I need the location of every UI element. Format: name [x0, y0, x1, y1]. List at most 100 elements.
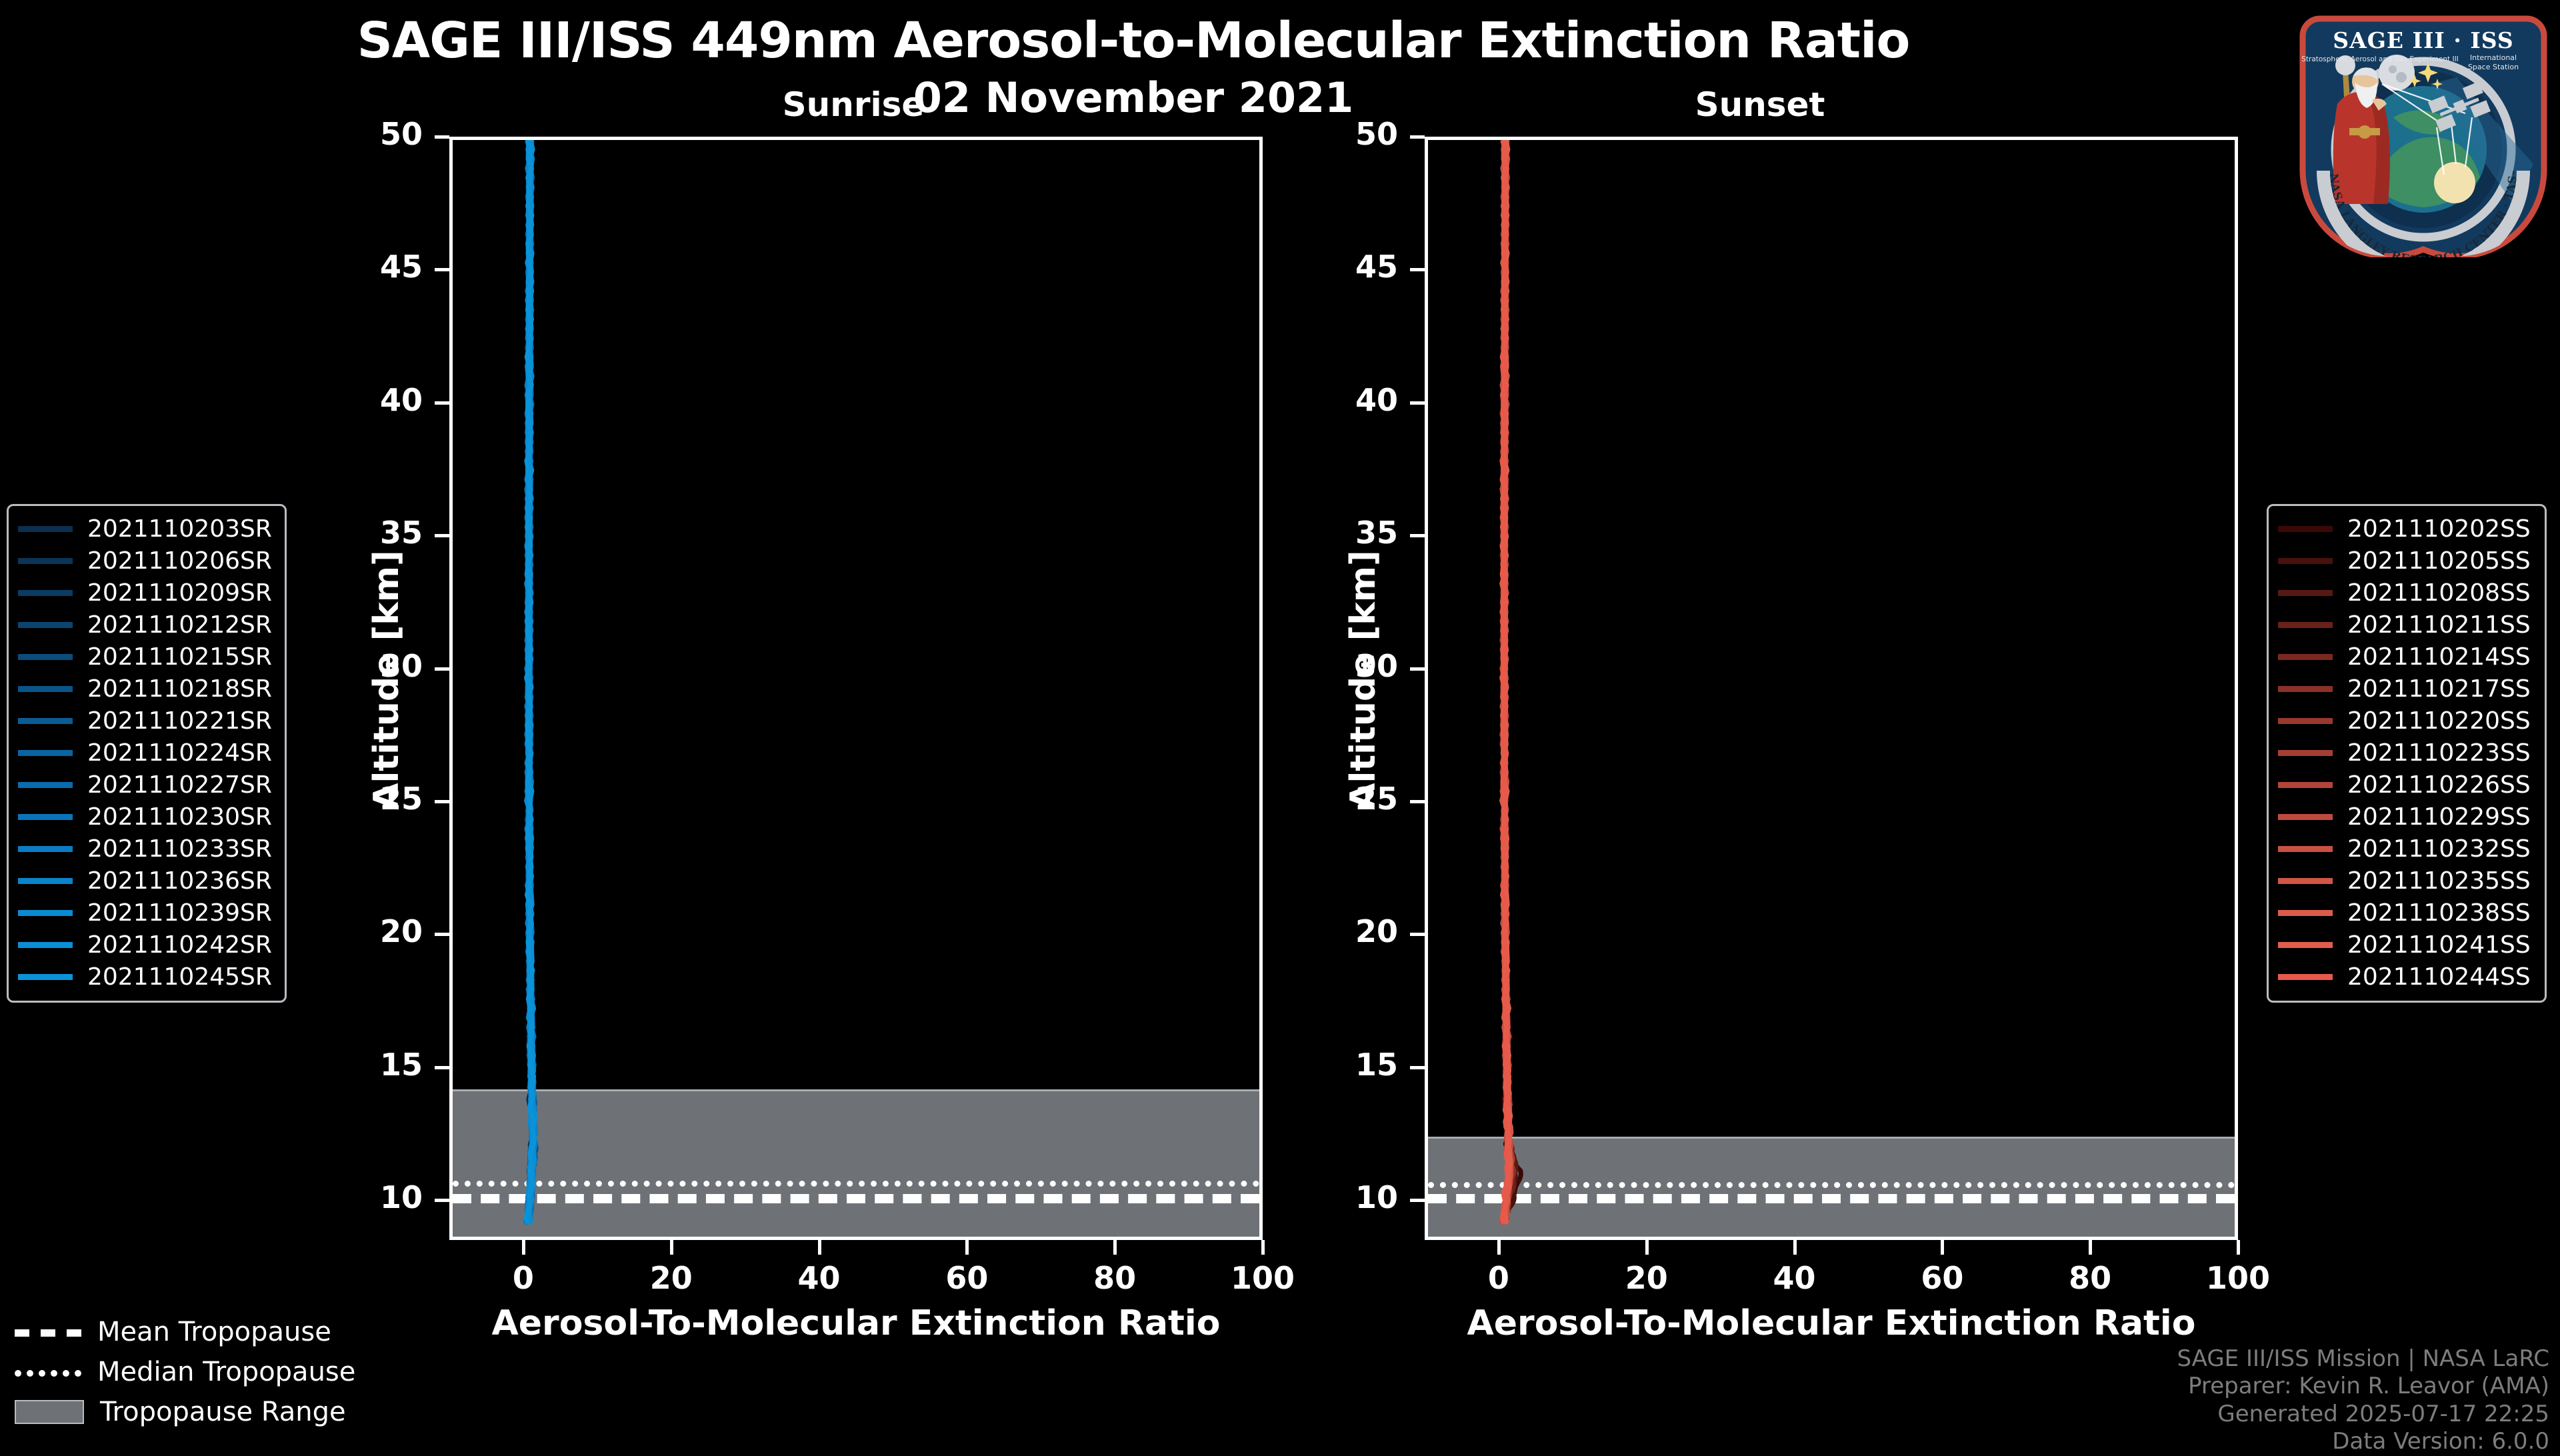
legend-item-2021110205SS[interactable]: 2021110205SS	[2278, 545, 2535, 577]
legend-item-2021110220SS[interactable]: 2021110220SS	[2278, 705, 2535, 737]
legend-color-swatch	[18, 973, 73, 980]
sunrise-event-legend[interactable]: 2021110203SR 2021110206SR 2021110209SR 2021…	[7, 504, 287, 1003]
legend-item-2021110208SS[interactable]: 2021110208SS	[2278, 577, 2535, 609]
legend-item-2021110236SR[interactable]: 2021110236SR	[18, 865, 275, 897]
legend-item-2021110229SS[interactable]: 2021110229SS	[2278, 801, 2535, 833]
legend-item-label: 2021110235SS	[2347, 867, 2531, 895]
sunset-plot-panel	[1425, 137, 2238, 1240]
legend-item-label: 2021110227SR	[87, 771, 272, 799]
patch-artwork	[2317, 55, 2533, 257]
y-axis-tick	[1410, 667, 1425, 671]
legend-item-2021110238SS[interactable]: 2021110238SS	[2278, 897, 2535, 929]
legend-color-swatch	[2278, 781, 2333, 788]
y-axis-tick-label: 50	[1355, 116, 1398, 152]
x-axis-tick-label: 0	[512, 1260, 534, 1296]
stars-icon	[2408, 63, 2443, 89]
legend-item-2021110227SR[interactable]: 2021110227SR	[18, 769, 275, 801]
legend-item-label: 2021110226SS	[2347, 771, 2531, 799]
sunrise-plot-panel	[449, 137, 1263, 1240]
legend-color-swatch	[18, 685, 73, 692]
legend-color-swatch	[2278, 749, 2333, 756]
legend-color-swatch	[18, 813, 73, 820]
legend-item-2021110242SR[interactable]: 2021110242SR	[18, 929, 275, 961]
legend-item-2021110206SR[interactable]: 2021110206SR	[18, 545, 275, 577]
legend-item-2021110212SR[interactable]: 2021110212SR	[18, 609, 275, 641]
y-axis-tick	[435, 268, 449, 272]
legend-item-2021110239SR[interactable]: 2021110239SR	[18, 897, 275, 929]
legend-item-label: 2021110221SR	[87, 707, 272, 735]
legend-item-2021110226SS[interactable]: 2021110226SS	[2278, 769, 2535, 801]
legend-item-2021110223SS[interactable]: 2021110223SS	[2278, 737, 2535, 769]
sunrise-median-tropopause-line	[453, 1181, 1259, 1187]
legend-label-mean-tropopause: Mean Tropopause	[97, 1317, 331, 1347]
legend-item-2021110214SS[interactable]: 2021110214SS	[2278, 641, 2535, 673]
legend-item-2021110230SR[interactable]: 2021110230SR	[18, 801, 275, 833]
iss-icon	[2427, 81, 2491, 132]
patch-title: SAGE III · ISS	[2333, 27, 2513, 53]
y-axis-tick	[435, 534, 449, 538]
legend-item-2021110215SR[interactable]: 2021110215SR	[18, 641, 275, 673]
legend-item-2021110241SS[interactable]: 2021110241SS	[2278, 929, 2535, 961]
legend-item-2021110218SR[interactable]: 2021110218SR	[18, 673, 275, 705]
y-axis-tick-label: 15	[1355, 1046, 1398, 1083]
dashed-line-icon	[15, 1323, 81, 1341]
sunset-event-legend[interactable]: 2021110202SS 2021110205SS 2021110208SS 2021…	[2267, 504, 2547, 1003]
y-axis-tick-label: 35	[379, 515, 423, 551]
y-axis-tick-label: 30	[1355, 647, 1398, 684]
legend-item-2021110211SS[interactable]: 2021110211SS	[2278, 609, 2535, 641]
tropopause-legend: Mean Tropopause Median Tropopause Tropop…	[15, 1312, 441, 1432]
x-axis-tick	[1261, 1240, 1265, 1255]
legend-item-label: 2021110224SR	[87, 739, 272, 767]
sunset-series-lines	[1499, 140, 1523, 1225]
y-axis-tick	[1410, 268, 1425, 272]
legend-item-2021110233SR[interactable]: 2021110233SR	[18, 833, 275, 865]
x-axis-tick	[1113, 1240, 1117, 1255]
legend-item-label: 2021110238SS	[2347, 899, 2531, 927]
x-axis-tick	[1645, 1240, 1649, 1255]
legend-item-label: 2021110220SS	[2347, 707, 2531, 735]
legend-color-swatch	[18, 941, 73, 948]
y-axis-tick-label: 45	[379, 249, 423, 285]
legend-item-2021110217SS[interactable]: 2021110217SS	[2278, 673, 2535, 705]
sunrise-y-axis-title: Altitude [km]	[367, 550, 407, 810]
legend-item-2021110221SR[interactable]: 2021110221SR	[18, 705, 275, 737]
y-axis-tick	[1410, 799, 1425, 803]
x-axis-tick-label: 20	[1625, 1260, 1668, 1296]
legend-color-swatch	[2278, 621, 2333, 628]
legend-color-swatch	[18, 845, 73, 852]
sunset-panel-title: Sunset	[1695, 85, 1825, 124]
legend-item-2021110209SR[interactable]: 2021110209SR	[18, 577, 275, 609]
legend-color-swatch	[18, 749, 73, 756]
sunrise-series-lines	[523, 140, 539, 1225]
x-axis-tick	[521, 1240, 525, 1255]
legend-item-2021110244SS[interactable]: 2021110244SS	[2278, 961, 2535, 993]
sage-figure-icon	[2333, 55, 2390, 204]
legend-item-2021110203SR[interactable]: 2021110203SR	[18, 513, 275, 545]
legend-item-label: 2021110223SS	[2347, 739, 2531, 767]
x-axis-tick-label: 20	[649, 1260, 693, 1296]
y-axis-tick-label: 25	[1355, 780, 1398, 817]
legend-item-2021110235SS[interactable]: 2021110235SS	[2278, 865, 2535, 897]
date-subtitle: 02 November 2021	[913, 73, 1354, 122]
x-axis-tick-label: 100	[1230, 1260, 1295, 1296]
y-axis-tick-label: 30	[379, 647, 423, 684]
legend-item-2021110224SR[interactable]: 2021110224SR	[18, 737, 275, 769]
legend-color-swatch	[2278, 877, 2333, 884]
legend-color-swatch	[18, 557, 73, 564]
legend-color-swatch	[2278, 973, 2333, 980]
x-axis-tick-label: 60	[1921, 1260, 1964, 1296]
legend-item-label: 2021110244SS	[2347, 963, 2531, 991]
legend-item-2021110245SR[interactable]: 2021110245SR	[18, 961, 275, 993]
legend-color-swatch	[18, 877, 73, 884]
y-axis-tick	[435, 667, 449, 671]
legend-item-2021110232SS[interactable]: 2021110232SS	[2278, 833, 2535, 865]
y-axis-tick	[435, 1199, 449, 1203]
x-axis-tick	[1793, 1240, 1797, 1255]
legend-color-swatch	[18, 781, 73, 788]
legend-color-swatch	[2278, 813, 2333, 820]
y-axis-tick	[1410, 534, 1425, 538]
legend-item-label: 2021110230SR	[87, 803, 272, 831]
dotted-line-icon	[15, 1363, 81, 1381]
y-axis-tick-label: 20	[1355, 913, 1398, 950]
legend-item-2021110202SS[interactable]: 2021110202SS	[2278, 513, 2535, 545]
